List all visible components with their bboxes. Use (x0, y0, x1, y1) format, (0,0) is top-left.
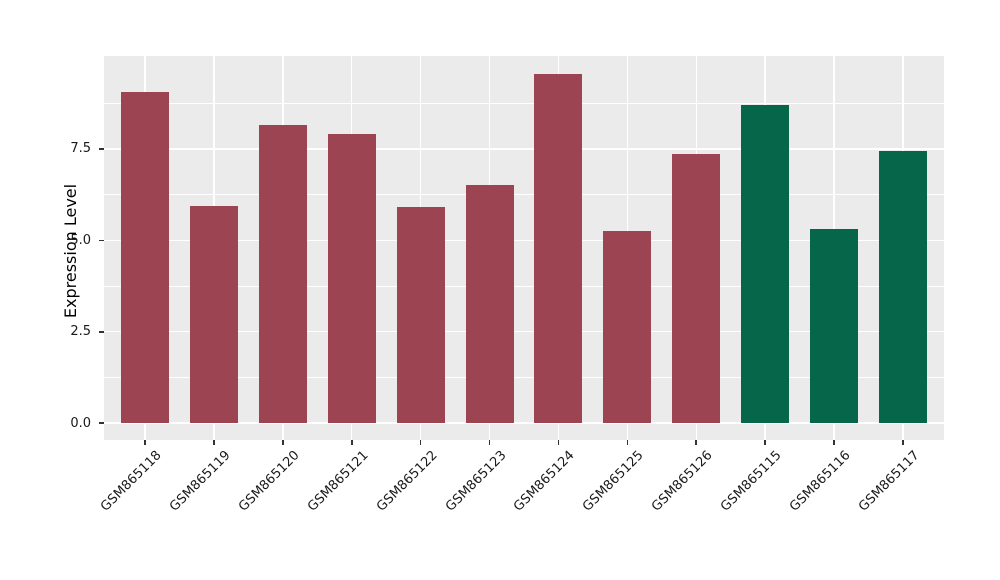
bar-GSM865122 (396, 207, 445, 424)
gridline-horizontal-minor (104, 377, 944, 378)
bar-GSM865125 (603, 231, 652, 424)
x-tick-mark (833, 440, 835, 445)
x-tick-mark (488, 440, 491, 445)
x-tick-mark (557, 440, 560, 445)
x-tick-mark (282, 440, 284, 445)
gridline-horizontal-minor (104, 194, 944, 195)
bar-GSM865118 (121, 92, 169, 424)
x-tick-mark (350, 440, 353, 445)
bar-GSM865115 (741, 105, 790, 424)
gridline-horizontal-minor (104, 285, 944, 287)
x-tick-mark (419, 440, 422, 445)
x-tick-mark (695, 440, 698, 445)
x-tick-mark (764, 440, 766, 445)
gridline-horizontal-major (104, 330, 944, 333)
y-axis-title: Expression Level (61, 183, 80, 319)
y-tick-label: 5.0 (70, 232, 91, 248)
y-tick-mark (99, 148, 104, 150)
gridline-horizontal-minor (104, 102, 944, 104)
y-tick-label: 0.0 (70, 415, 91, 431)
gridline-horizontal-major (104, 422, 944, 424)
gridline-horizontal-major (104, 239, 944, 242)
x-tick-mark (213, 440, 215, 445)
x-tick-mark (902, 440, 904, 445)
bar-GSM865119 (189, 205, 238, 424)
y-tick-mark (99, 330, 104, 333)
bar-GSM865120 (258, 125, 307, 424)
bar-GSM865121 (327, 134, 376, 424)
y-tick-label: 2.5 (70, 324, 91, 340)
y-tick-mark (99, 239, 104, 242)
plot-panel (104, 56, 944, 440)
bar-GSM865117 (879, 150, 927, 424)
y-tick-label: 7.5 (70, 141, 91, 157)
y-tick-mark (99, 422, 104, 424)
x-tick-mark (144, 440, 146, 445)
bar-GSM865124 (534, 73, 583, 424)
bar-GSM865116 (810, 229, 859, 424)
bar-GSM865126 (672, 154, 721, 424)
bar-GSM865123 (465, 185, 514, 424)
gridline-horizontal-major (104, 148, 944, 150)
x-tick-mark (626, 440, 629, 445)
